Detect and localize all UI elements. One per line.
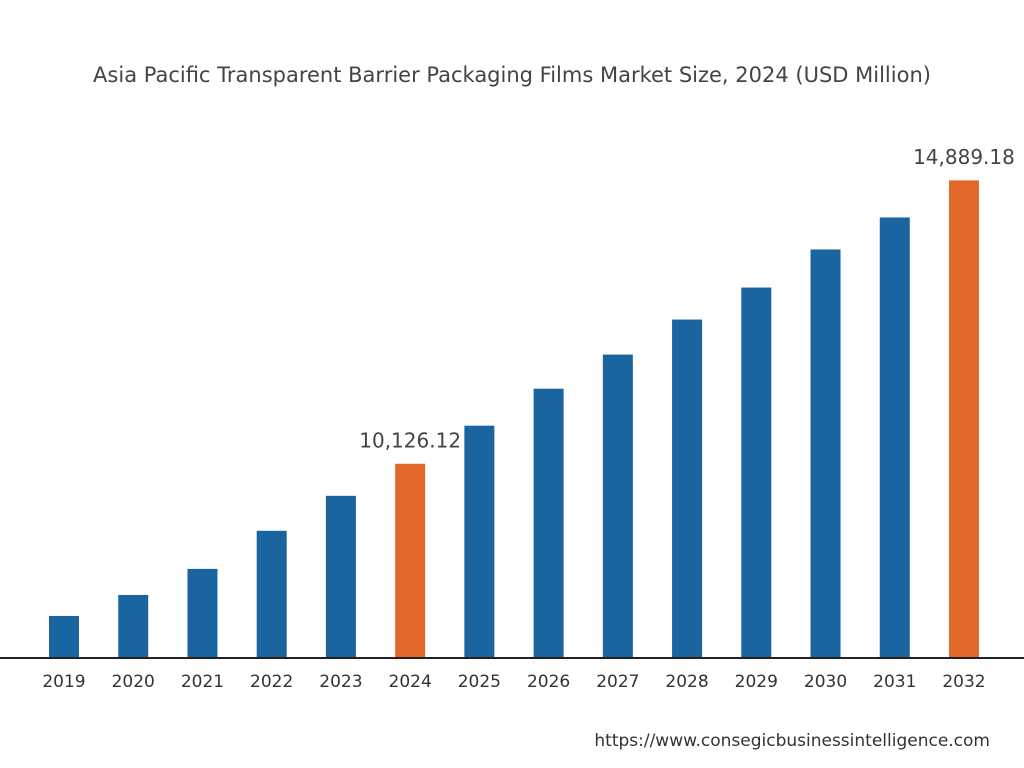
x-tick-label: 2030 bbox=[804, 672, 847, 692]
bar bbox=[741, 287, 772, 658]
data-label: 14,889.18 bbox=[913, 145, 1015, 169]
bar bbox=[672, 319, 703, 658]
bar bbox=[810, 249, 841, 658]
bar bbox=[187, 568, 218, 658]
chart-title: Asia Pacific Transparent Barrier Packagi… bbox=[93, 63, 931, 87]
x-tick-label: 2031 bbox=[873, 672, 916, 692]
bar bbox=[879, 217, 910, 659]
bar bbox=[49, 615, 79, 658]
bar bbox=[325, 495, 356, 658]
x-tick-label: 2025 bbox=[458, 672, 501, 692]
bar bbox=[118, 594, 149, 658]
x-tick-label: 2024 bbox=[389, 672, 432, 692]
bar bbox=[395, 463, 426, 658]
x-tick-label: 2021 bbox=[181, 672, 224, 692]
x-tick-label: 2023 bbox=[319, 672, 362, 692]
data-label: 10,126.12 bbox=[359, 428, 461, 452]
bar bbox=[533, 388, 564, 658]
bar bbox=[256, 530, 287, 658]
bar bbox=[464, 425, 495, 658]
x-tick-label: 2032 bbox=[942, 672, 985, 692]
x-tick-label: 2019 bbox=[42, 672, 85, 692]
x-tick-label: 2028 bbox=[665, 672, 708, 692]
x-tick-label: 2026 bbox=[527, 672, 570, 692]
x-tick-label: 2027 bbox=[596, 672, 639, 692]
source-url: https://www.consegicbusinessintelligence… bbox=[594, 731, 990, 751]
bar bbox=[948, 180, 979, 658]
x-tick-label: 2022 bbox=[250, 672, 293, 692]
bar bbox=[602, 354, 633, 658]
x-tick-label: 2029 bbox=[735, 672, 778, 692]
x-tick-label: 2020 bbox=[112, 672, 155, 692]
